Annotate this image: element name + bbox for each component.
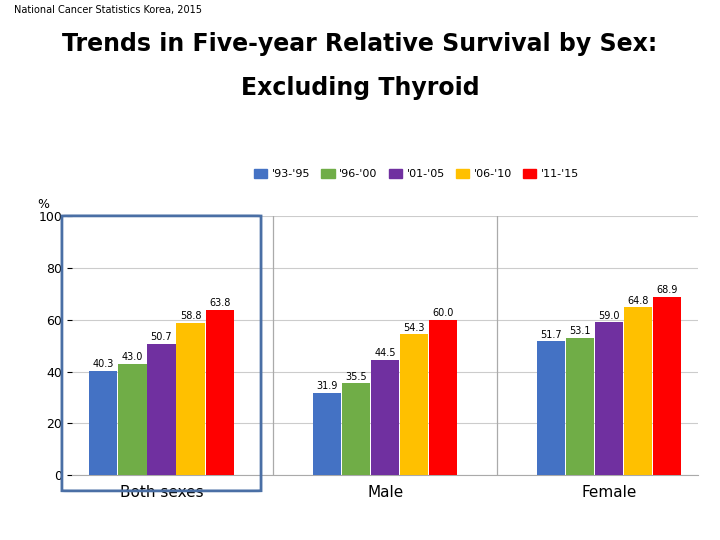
Text: 43.0: 43.0 bbox=[122, 352, 143, 362]
Bar bbox=[653, 296, 681, 475]
Bar bbox=[176, 323, 204, 475]
Text: 51.7: 51.7 bbox=[540, 329, 562, 340]
Text: Excluding Thyroid: Excluding Thyroid bbox=[240, 76, 480, 99]
Text: National Cancer Statistics Korea, 2015: National Cancer Statistics Korea, 2015 bbox=[14, 5, 202, 16]
Bar bbox=[89, 371, 117, 475]
Bar bbox=[429, 320, 457, 475]
Text: 44.5: 44.5 bbox=[374, 348, 396, 359]
Text: 60.0: 60.0 bbox=[433, 308, 454, 318]
Legend: '93-'95, '96-'00, '01-'05, '06-'10, '11-'15: '93-'95, '96-'00, '01-'05, '06-'10, '11-… bbox=[250, 165, 583, 184]
Bar bbox=[566, 338, 594, 475]
Text: 31.9: 31.9 bbox=[316, 381, 338, 391]
Text: 68.9: 68.9 bbox=[657, 285, 678, 295]
Text: 54.3: 54.3 bbox=[403, 323, 425, 333]
Text: %: % bbox=[37, 198, 50, 211]
Bar bbox=[148, 344, 176, 475]
Text: 53.1: 53.1 bbox=[569, 326, 590, 336]
Text: 64.8: 64.8 bbox=[627, 296, 649, 306]
Text: Trends in Five-year Relative Survival by Sex:: Trends in Five-year Relative Survival by… bbox=[63, 32, 657, 56]
Bar bbox=[624, 307, 652, 475]
Bar bbox=[595, 322, 623, 475]
Text: 50.7: 50.7 bbox=[150, 332, 172, 342]
Bar bbox=[205, 310, 234, 475]
Bar bbox=[342, 383, 370, 475]
Text: 40.3: 40.3 bbox=[93, 359, 114, 369]
Text: 59.0: 59.0 bbox=[598, 310, 620, 321]
Bar bbox=[118, 364, 146, 475]
Bar bbox=[536, 341, 565, 475]
Bar bbox=[371, 360, 400, 475]
Text: 35.5: 35.5 bbox=[346, 372, 367, 382]
Bar bbox=[400, 334, 428, 475]
Text: 63.8: 63.8 bbox=[209, 298, 230, 308]
Bar bbox=[313, 393, 341, 475]
Text: 58.8: 58.8 bbox=[180, 311, 202, 321]
